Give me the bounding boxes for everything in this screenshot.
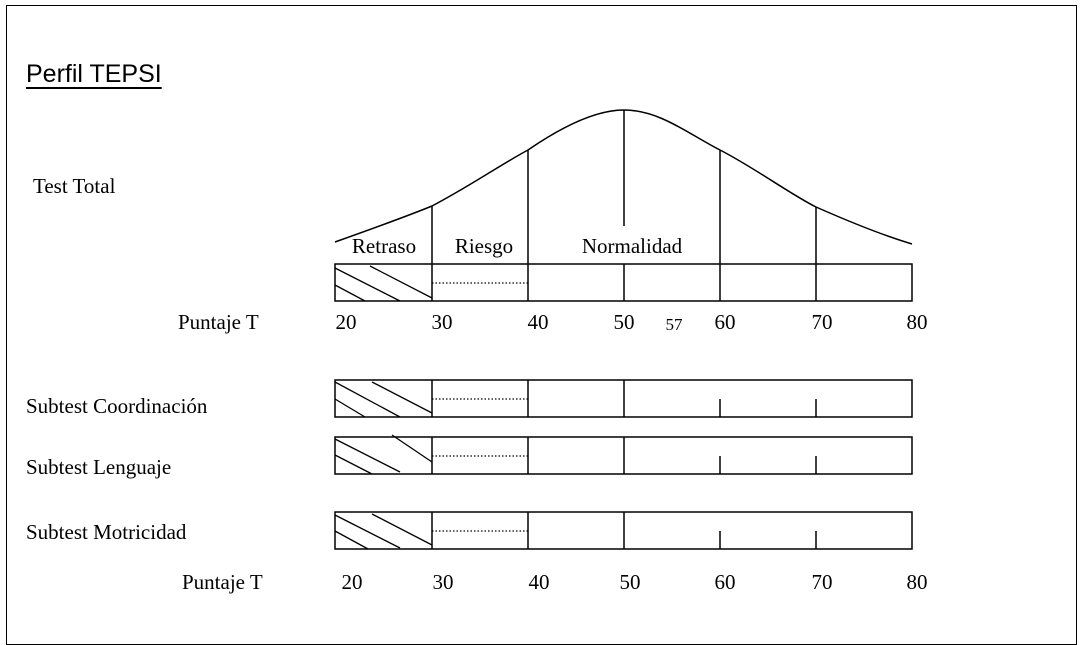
upper-tick-label: 50 [613, 310, 635, 334]
score-axis-label-upper: Puntaje T [178, 310, 259, 334]
subtest-bar-motricidad [334, 511, 913, 550]
retraso-hatch [334, 284, 366, 302]
upper-tick-label: 80 [906, 310, 928, 334]
subtest-bar-coordinacion [334, 379, 913, 418]
category-normalidad: Normalidad [581, 234, 683, 258]
retraso-hatch [369, 265, 433, 299]
lower-tick-label: 40 [528, 570, 550, 594]
subtest-bar-lenguaje [334, 434, 913, 475]
subtest-label-motricidad: Subtest Motricidad [26, 520, 187, 544]
lower-tick-label: 20 [341, 570, 363, 594]
upper-tick-label: 60 [714, 310, 736, 334]
lower-tick-label: 70 [811, 570, 833, 594]
tepsi-profile-diagram [334, 109, 913, 550]
subtest-label-lenguaje: Subtest Lenguaje [26, 455, 172, 479]
upper-tick-label: 70 [811, 310, 833, 334]
test-total-label: Test Total [33, 174, 116, 198]
category-riesgo: Riesgo [454, 234, 514, 258]
lower-tick-label: 60 [714, 570, 736, 594]
total-score-mark: 57 [665, 315, 683, 334]
upper-tick-label: 20 [335, 310, 357, 334]
upper-tick-label: 40 [527, 310, 549, 334]
retraso-hatch [334, 267, 401, 302]
score-axis-label-lower: Puntaje T [182, 570, 263, 594]
subtest-label-coordinacion: Subtest Coordinación [26, 394, 208, 418]
upper-tick-label: 30 [431, 310, 453, 334]
lower-tick-label: 80 [906, 570, 928, 594]
page-title: Perfil TEPSI [26, 60, 162, 88]
test-total-bar [334, 263, 913, 302]
category-retraso: Retraso [351, 234, 417, 258]
lower-tick-label: 30 [432, 570, 454, 594]
lower-tick-label: 50 [619, 570, 641, 594]
